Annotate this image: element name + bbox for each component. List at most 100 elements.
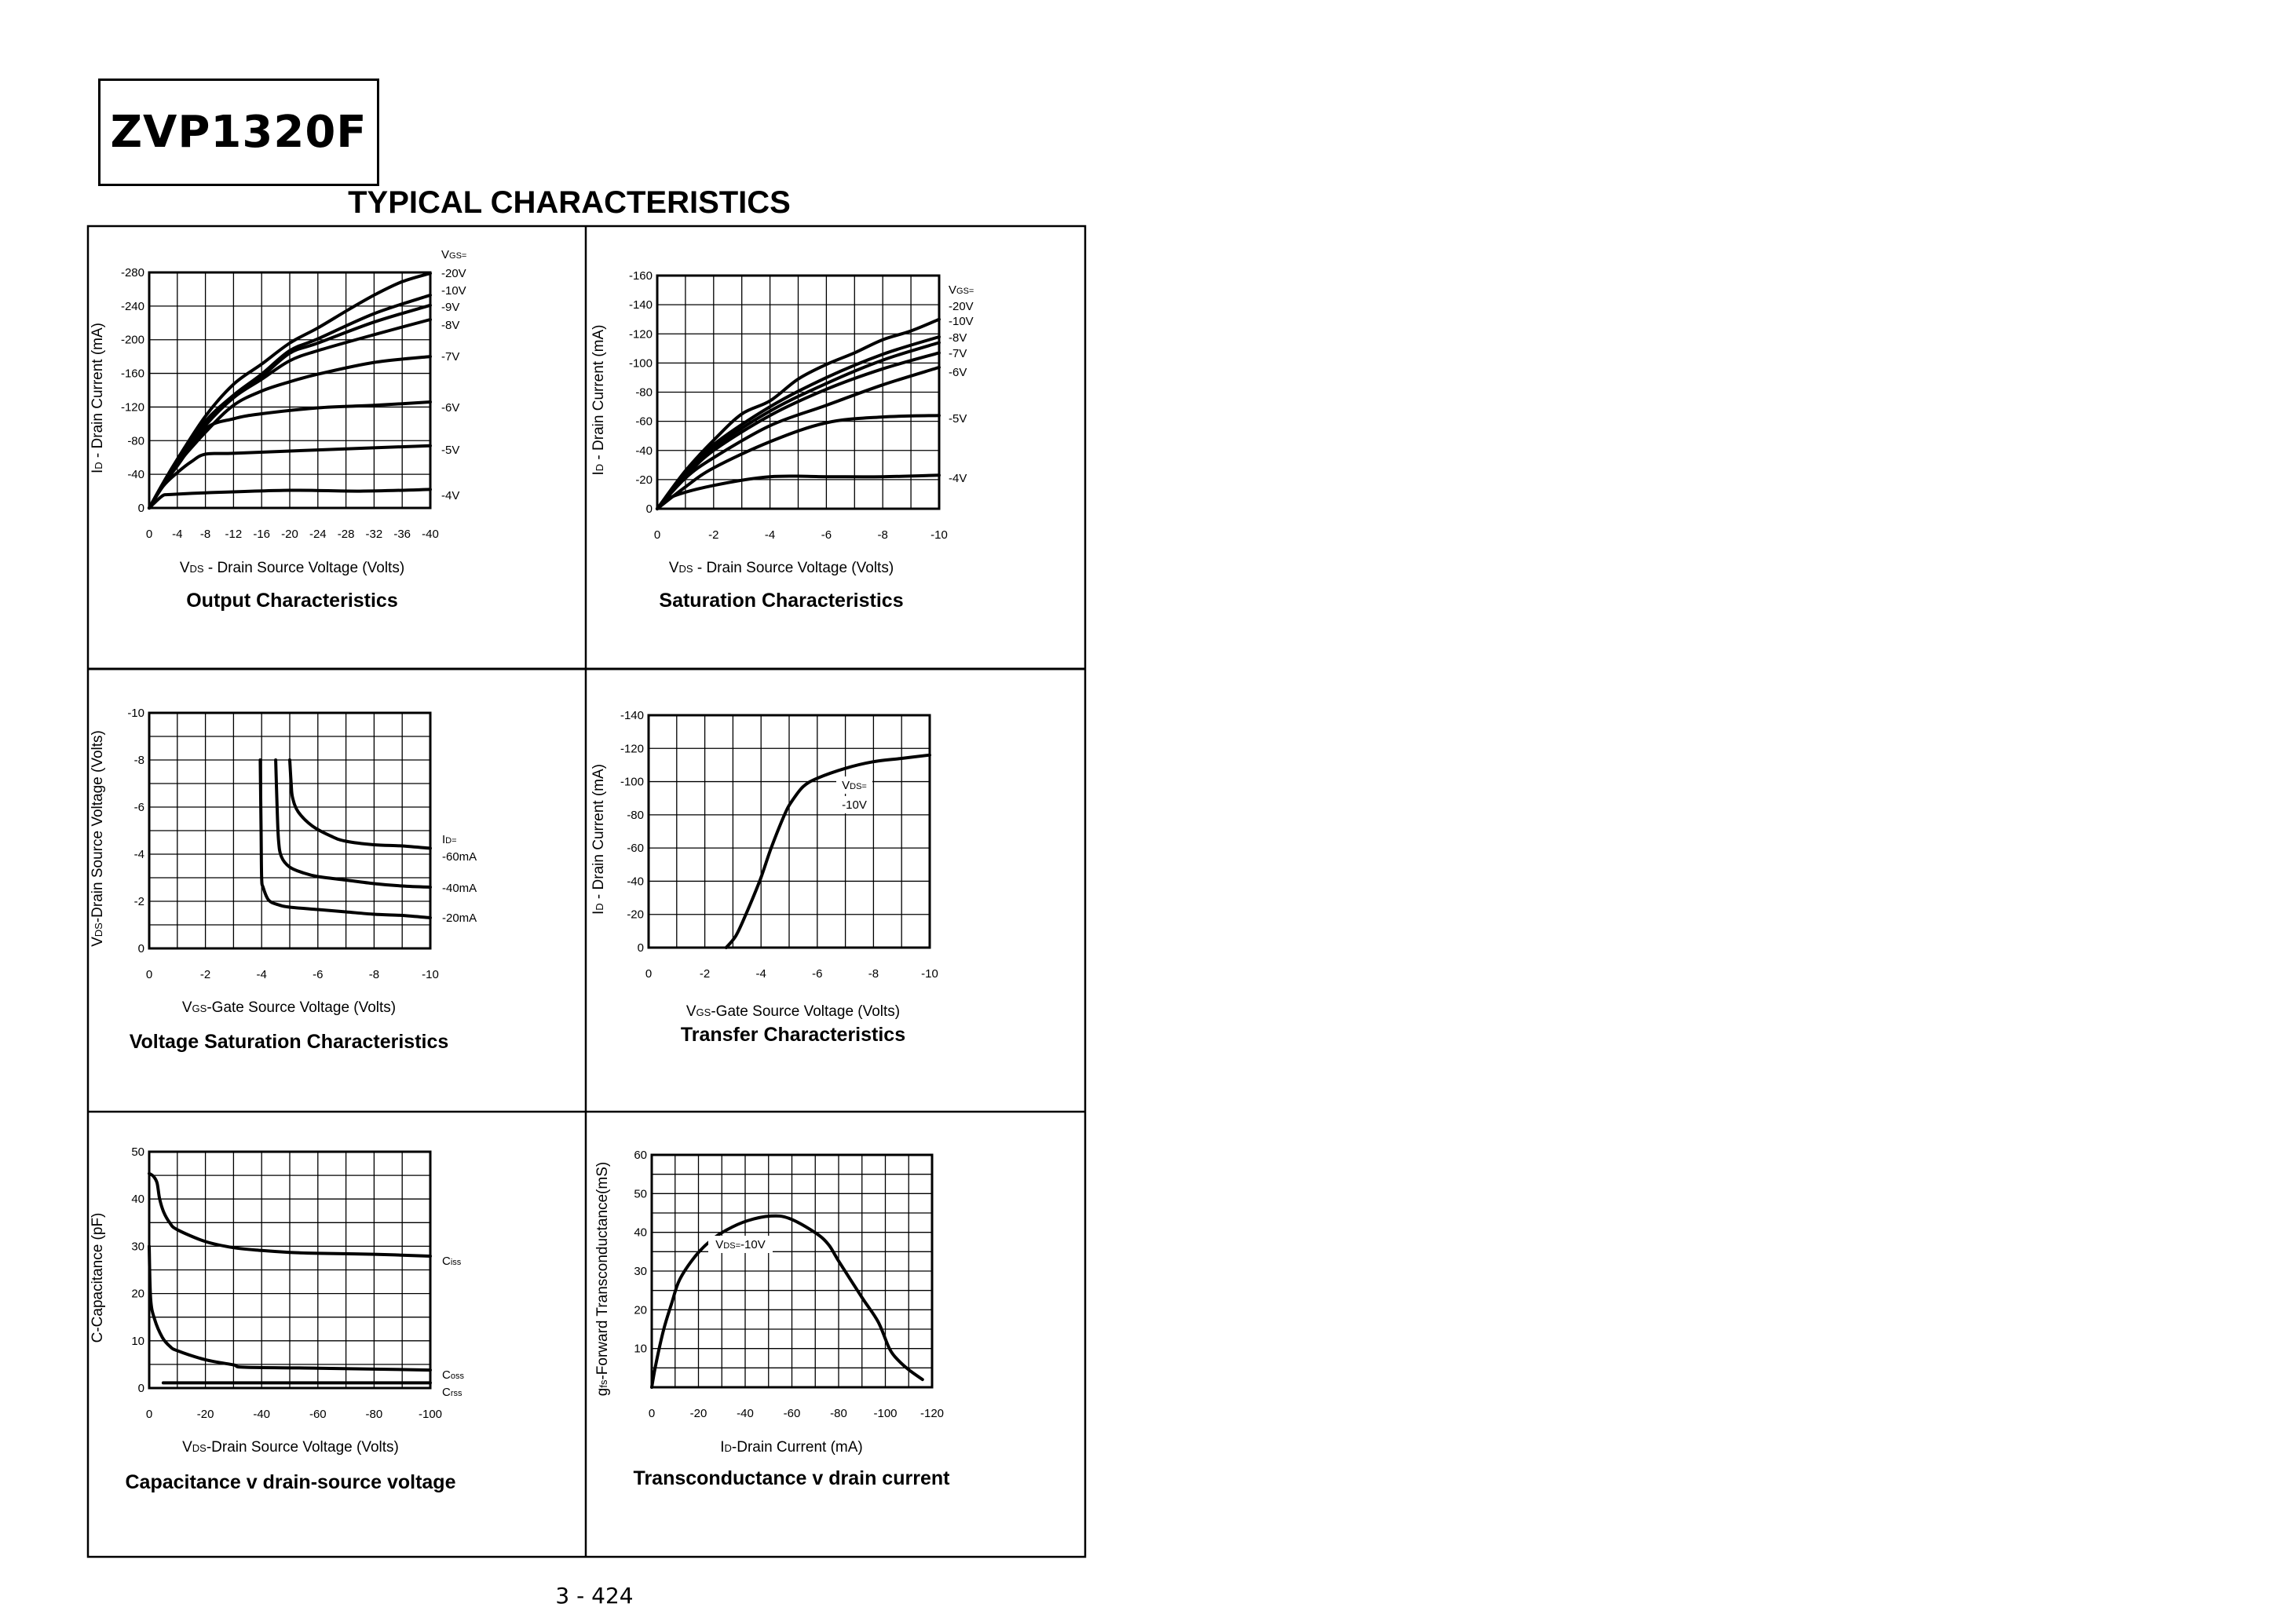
series-label: -5V — [441, 444, 459, 457]
y-tick-label: -200 — [121, 334, 144, 347]
subscript-text: D — [93, 462, 104, 469]
y-tick-label: 0 — [138, 1382, 144, 1395]
subscript-text: GS — [192, 1003, 207, 1014]
x-axis-label: VDS-Drain Source Voltage (Volts) — [182, 1439, 399, 1456]
y-axis-label: C-Capacitance (pF) — [90, 1213, 106, 1343]
series-label: -60mA — [442, 850, 477, 864]
annotation-background — [836, 796, 872, 813]
grid — [149, 1152, 430, 1388]
series-line — [148, 400, 432, 510]
text-segment: C — [442, 1255, 451, 1268]
text-segment: -Drain Current (mA) — [732, 1439, 863, 1456]
text-segment: V — [182, 1439, 192, 1456]
text-segment: -10V — [842, 798, 867, 812]
series-label: Ciss — [442, 1255, 462, 1268]
text-segment: -Gate Source Voltage (Volts) — [711, 1003, 900, 1020]
series-line — [656, 473, 941, 510]
y-tick-label: -20 — [627, 908, 644, 922]
series-line — [656, 365, 941, 510]
series-line — [656, 414, 941, 510]
series-label: -8V — [949, 331, 967, 345]
series-line — [148, 488, 432, 510]
text-segment: C — [442, 1368, 451, 1382]
x-tick-label: -8 — [868, 967, 879, 981]
plot-area — [148, 271, 432, 510]
y-tick-label: -80 — [127, 434, 144, 448]
y-tick-label: 60 — [634, 1149, 647, 1162]
x-tick-label: -28 — [338, 528, 355, 541]
x-tick-label: -60 — [784, 1407, 801, 1420]
text-segment: -6V — [949, 366, 967, 379]
text-segment: -Drain Source Voltage (Volts) — [90, 730, 106, 922]
chart-title: Capacitance v drain-source voltage — [126, 1471, 456, 1493]
text-segment: -20V — [949, 300, 974, 313]
y-tick-label: 40 — [634, 1226, 647, 1240]
y-axis-label: ID - Drain Current (mA) — [90, 323, 106, 473]
x-tick-label: -10 — [921, 967, 938, 981]
chart-title: Output Characteristics — [186, 590, 398, 612]
text-segment: - Drain Source Voltage (Volts) — [204, 560, 405, 576]
text-segment: -4V — [949, 472, 967, 485]
text-segment: V — [182, 999, 192, 1016]
text-segment: V — [949, 283, 956, 297]
chart-4: 0 -2 -4 -6 -8 -100-20-40-60-80-100-120-140VGS… — [590, 709, 938, 1046]
x-axis-label: VGS-Gate Source Voltage (Volts) — [686, 1003, 900, 1020]
chart-2: 0 -2 -4 -6 -8 -100-20-40-60-80-100-120-140-16… — [590, 269, 974, 612]
text-segment: V — [715, 1238, 723, 1251]
x-tick-label: -4 — [756, 967, 766, 981]
y-tick-label: 30 — [634, 1265, 647, 1278]
page-number: 3 - 424 — [555, 1583, 634, 1609]
x-tick-label: -20 — [281, 528, 298, 541]
series-line — [724, 753, 931, 949]
y-tick-label: -100 — [629, 356, 653, 370]
y-tick-label: 50 — [131, 1145, 144, 1159]
y-tick-label: -10 — [127, 707, 144, 720]
x-tick-label: -24 — [309, 528, 327, 541]
series-label: -4V — [949, 472, 967, 485]
chart-5: 0 -20 -40 -60 -80 -100 0 10 20 30 40 50 VDS-Drain So… — [90, 1145, 464, 1493]
series-label: -10V — [441, 284, 466, 298]
y-tick-label: -240 — [121, 300, 144, 313]
x-tick-label: -10 — [422, 968, 439, 981]
x-tick-label: -12 — [225, 528, 243, 541]
text-segment: -10V — [949, 315, 974, 328]
x-tick-label: -2 — [708, 528, 718, 542]
x-axis-label: VGS-Gate Source Voltage (Volts) — [182, 999, 396, 1016]
subscript-text: DS — [93, 922, 104, 937]
subscript-text: rss — [451, 1389, 462, 1398]
annotation-background — [836, 776, 872, 794]
x-axis-label: ID-Drain Current (mA) — [720, 1439, 862, 1456]
subscript-text: GS= — [449, 251, 466, 261]
text-segment: I — [590, 911, 607, 915]
x-tick-label: 0 — [146, 528, 152, 541]
y-tick-label: -8 — [134, 754, 144, 767]
text-segment: I — [442, 833, 445, 846]
series-line — [288, 758, 432, 850]
annotation-background — [708, 1236, 773, 1253]
x-tick-label: 0 — [146, 968, 152, 981]
y-tick-label: 0 — [646, 502, 653, 516]
text-segment: I — [720, 1439, 724, 1456]
part-number-box: ZVP1320F — [98, 79, 379, 186]
legend-header: VGS= — [441, 248, 466, 261]
y-tick-label: -6 — [134, 801, 144, 814]
y-tick-label: -140 — [629, 298, 653, 312]
x-tick-label: -60 — [309, 1408, 327, 1421]
text-segment: -7V — [441, 350, 459, 363]
text-segment: -10V — [441, 284, 466, 298]
series-label: -9V — [441, 301, 459, 314]
chart-6: 0 -20 -40 -60 -80 -100 -120 10 20 30 40 50 60 ID-Drai… — [594, 1149, 950, 1489]
series-label: -6V — [949, 366, 967, 379]
text-segment: V — [180, 560, 190, 576]
series-label: -20V — [441, 267, 466, 280]
subscript-text: DS — [192, 1442, 207, 1454]
series-label: -20mA — [442, 911, 477, 925]
series-label: -7V — [441, 350, 459, 363]
series-line — [650, 1214, 924, 1389]
subscript-text: D — [594, 903, 605, 910]
plot-area — [650, 1153, 934, 1389]
series-label: -40mA — [442, 882, 477, 895]
y-tick-label: -80 — [627, 809, 644, 822]
subscript-text: oss — [451, 1372, 465, 1381]
